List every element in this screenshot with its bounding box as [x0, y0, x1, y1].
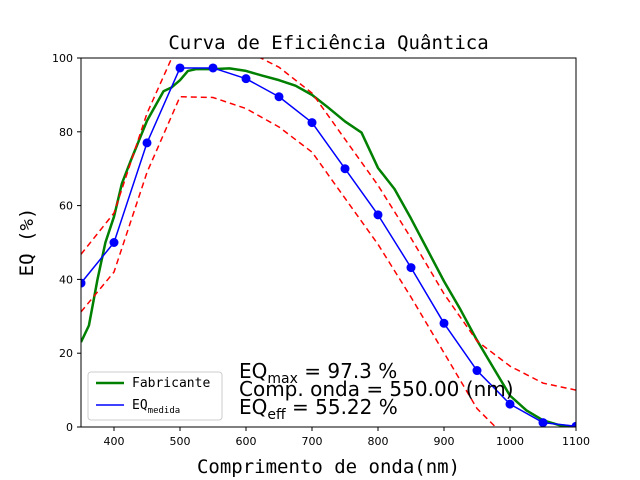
y-axis-label: EQ (%) [16, 208, 38, 277]
legend-label-eq-medida: EQmedida [132, 398, 180, 416]
annotation-wavelength: Comp. onda = 550.00 (nm) [239, 377, 514, 401]
data-point-eq-medida [472, 366, 482, 376]
y-tick-label: 0 [66, 421, 73, 434]
y-tick-label: 100 [52, 52, 73, 65]
x-tick-label: 900 [434, 435, 455, 448]
annotation-eq-max-main: EQ [239, 359, 267, 383]
data-point-eq-medida [571, 421, 576, 427]
series-layer [81, 58, 576, 427]
annotation-eq-max-value: = 97.3 % [298, 359, 397, 383]
x-tick-label: 500 [170, 435, 191, 448]
y-tick-label: 80 [59, 126, 73, 139]
series-line-fabricante [81, 67, 576, 427]
x-tick-label: 800 [368, 435, 389, 448]
annotation-eq-eff-value: = 55.22 % [286, 395, 398, 419]
data-point-eq-medida [241, 74, 251, 84]
data-point-eq-medida [538, 418, 548, 427]
annotation-eq-eff-sub: eff [267, 407, 286, 423]
x-tick-label: 600 [236, 435, 257, 448]
series-line-limit-2 [81, 58, 576, 391]
x-tick-label: 1100 [562, 435, 590, 448]
x-axis: 400 500 600 700 800 900 1000 1100 [104, 427, 590, 448]
x-tick-label: 1000 [496, 435, 524, 448]
data-point-eq-medida [274, 92, 284, 102]
legend-label-fabricante: Fabricante [132, 376, 210, 391]
data-point-eq-medida [109, 238, 119, 247]
series-line-limit-3 [81, 96, 497, 427]
annotation-eq-max: EQmax = 97.3 % [239, 359, 397, 387]
annotation-eq-eff-main: EQ [239, 395, 267, 419]
x-axis-label: Comprimento de onda(nm) [197, 456, 460, 478]
data-point-eq-medida [340, 164, 350, 174]
y-axis: 0 20 40 60 80 100 [52, 52, 81, 434]
annotation-eq-max-sub: max [267, 371, 298, 387]
data-point-eq-medida [142, 138, 152, 148]
y-tick-label: 40 [59, 273, 73, 286]
data-point-eq-medida [439, 318, 449, 328]
y-tick-label: 60 [59, 200, 73, 213]
legend-label-eq-sub: medida [148, 406, 181, 416]
y-tick-label: 20 [59, 347, 73, 360]
series-line-eq-medida [81, 67, 576, 427]
annotation-block: EQmax = 97.3 % Comp. onda = 550.00 (nm) … [239, 359, 514, 423]
legend: Fabricante EQmedida [87, 371, 223, 421]
legend-label-eq-main: EQ [132, 398, 148, 413]
x-tick-label: 700 [302, 435, 323, 448]
x-tick-label: 400 [104, 435, 125, 448]
data-point-eq-medida [175, 63, 185, 73]
plot-frame [80, 57, 577, 428]
data-point-eq-medida [208, 63, 218, 73]
data-point-eq-medida [373, 210, 383, 220]
data-point-eq-medida [307, 118, 317, 128]
data-point-eq-medida [505, 399, 515, 409]
annotation-eq-eff: EQeff = 55.22 % [239, 395, 398, 423]
plot-area [81, 58, 576, 427]
data-point-eq-medida [81, 278, 86, 288]
chart-title: Curva de Eficiência Quântica [168, 32, 488, 54]
data-point-eq-medida [406, 263, 416, 273]
